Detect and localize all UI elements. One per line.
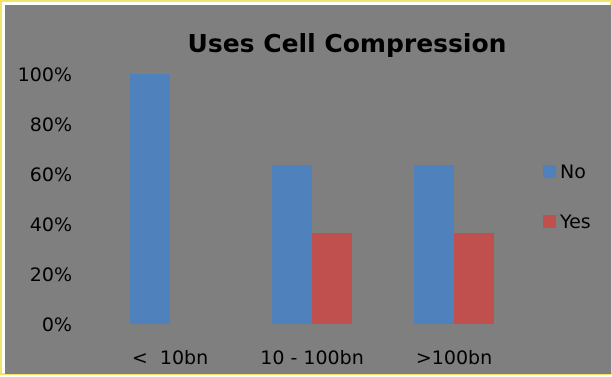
y-tick-label: 60% bbox=[30, 164, 72, 186]
legend-label-no: No bbox=[560, 161, 586, 183]
legend: No Yes bbox=[543, 161, 591, 233]
y-tick-label: 0% bbox=[42, 314, 72, 336]
bar-no-2 bbox=[414, 165, 454, 324]
bar-yes-2 bbox=[454, 233, 494, 324]
bars bbox=[130, 74, 494, 324]
legend-label-yes: Yes bbox=[559, 211, 591, 233]
y-tick-label: 20% bbox=[30, 264, 72, 286]
y-axis-ticks: 0% 20% 40% 60% 80% 100% bbox=[18, 64, 72, 336]
bar-no-1 bbox=[272, 165, 312, 324]
bar-no-0 bbox=[130, 74, 170, 324]
y-tick-label: 40% bbox=[30, 214, 72, 236]
y-tick-label: 80% bbox=[30, 114, 72, 136]
x-category-label: 10 - 100bn bbox=[260, 347, 363, 369]
y-tick-label: 100% bbox=[18, 64, 72, 86]
legend-swatch-no bbox=[543, 165, 556, 178]
bar-yes-1 bbox=[312, 233, 352, 324]
x-category-label: >100bn bbox=[416, 347, 492, 369]
x-axis-labels: < 10bn 10 - 100bn >100bn bbox=[132, 347, 492, 369]
x-category-label: < 10bn bbox=[132, 347, 208, 369]
chart-title: Uses Cell Compression bbox=[188, 29, 507, 58]
legend-swatch-yes bbox=[543, 215, 556, 228]
